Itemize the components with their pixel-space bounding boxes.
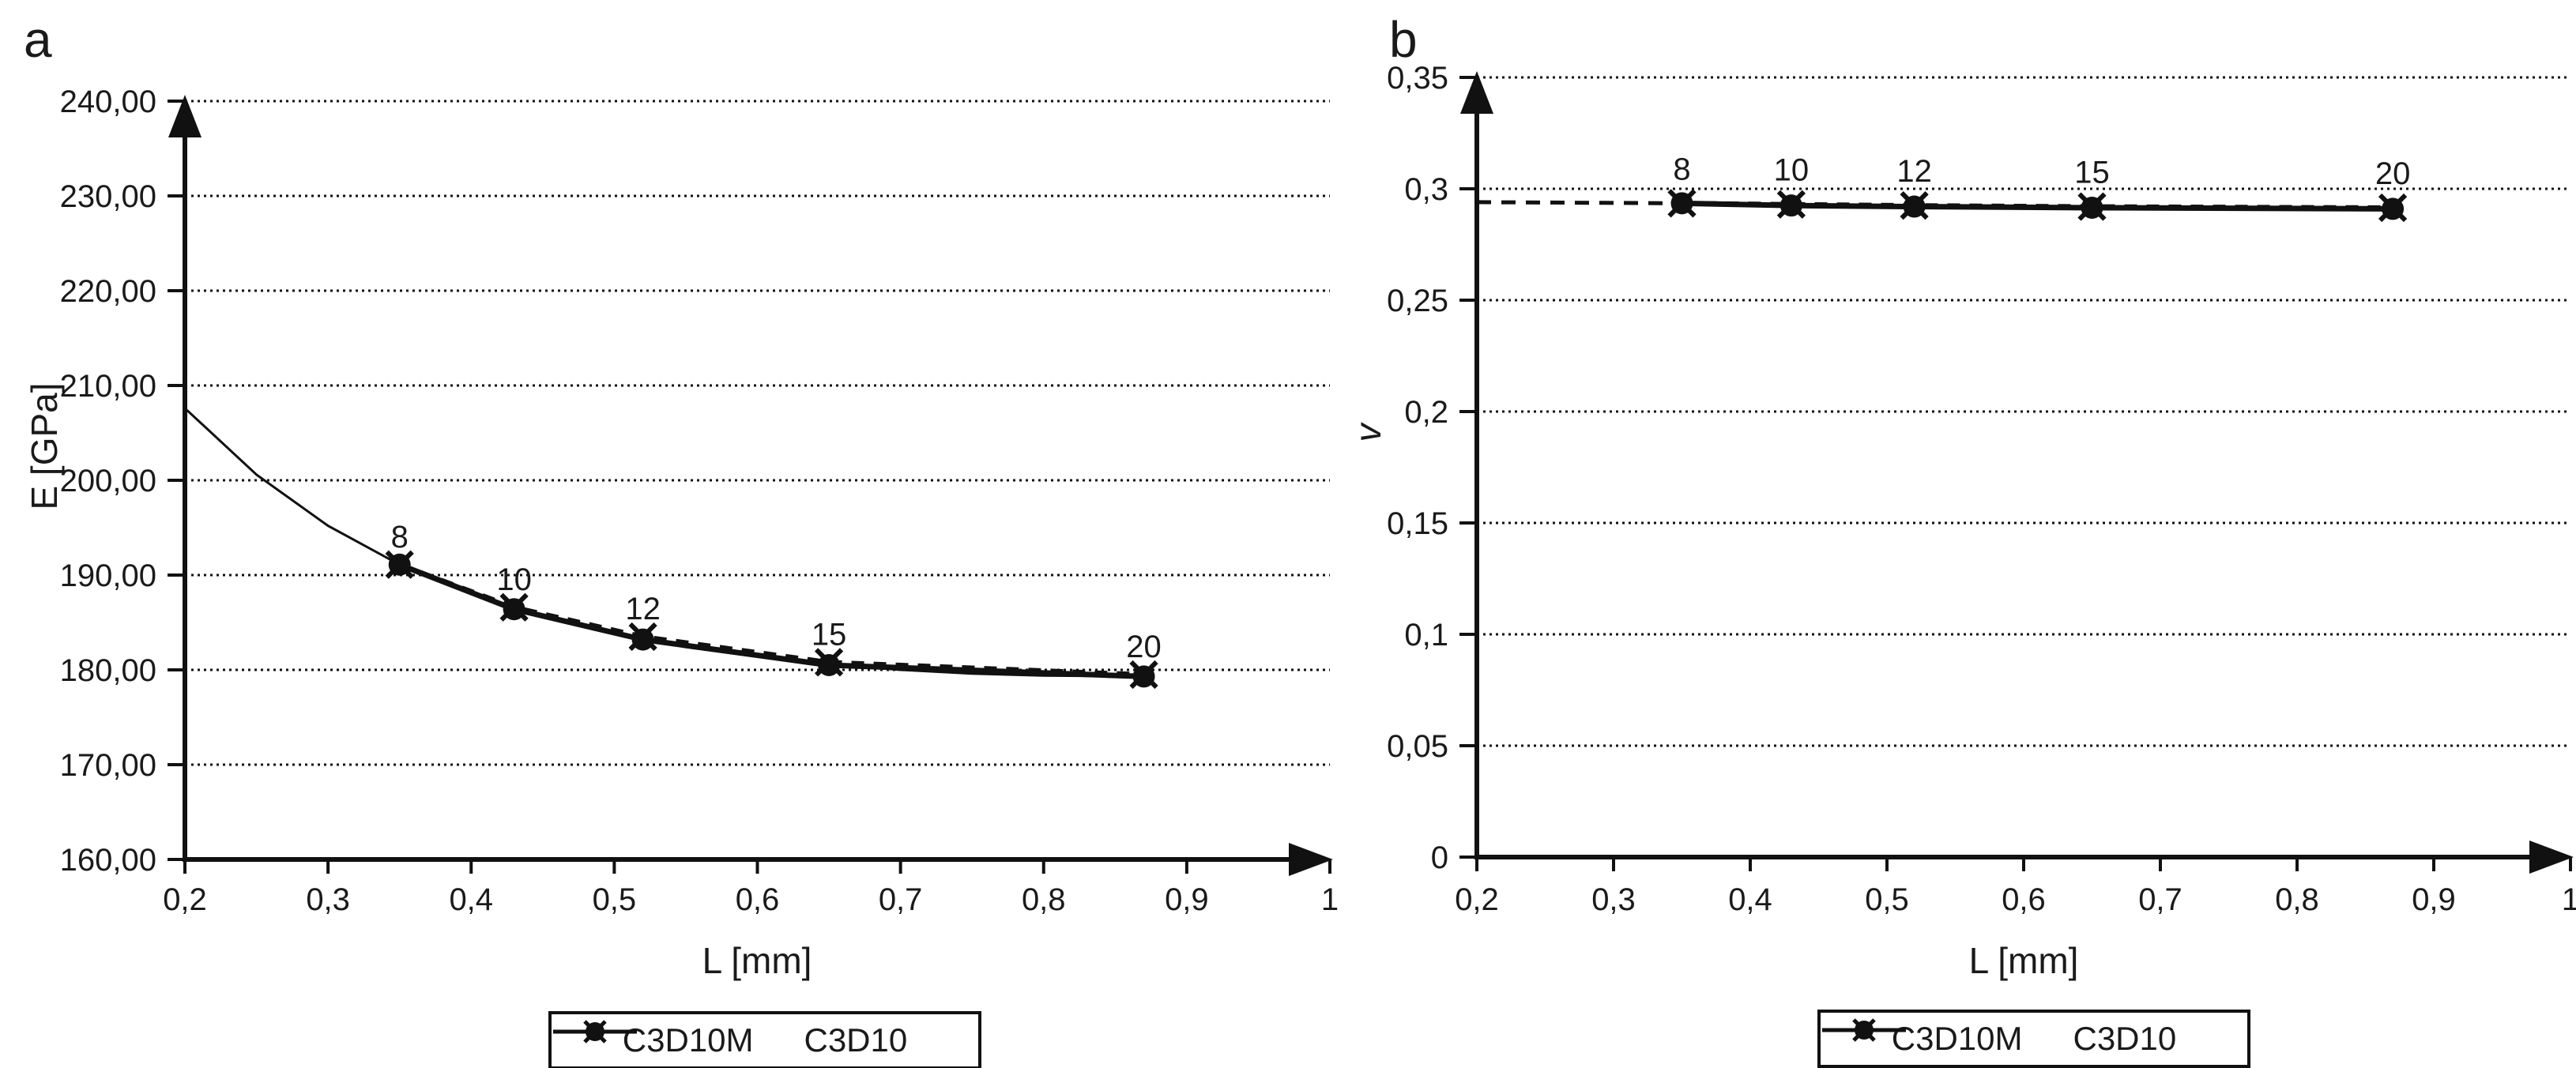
y-tick-label: 200,00 <box>60 464 156 498</box>
y-tick-label: 240,00 <box>60 85 156 119</box>
fit-curve <box>1476 200 1682 205</box>
x-tick-label: 0,3 <box>306 882 350 917</box>
x-tick-label: 0,8 <box>1022 882 1066 917</box>
x-tick-label: 0,9 <box>1165 882 1209 917</box>
legend-label: C3D10 <box>2073 1020 2177 1057</box>
data-point-label: 8 <box>391 520 409 555</box>
solid-dot-swatch-icon <box>553 1022 637 1041</box>
x-tick-label: 0,4 <box>1728 882 1772 917</box>
x-tick-label: 0,6 <box>736 882 780 917</box>
y-tick-label: 0,25 <box>1387 284 1448 318</box>
data-point-label: 15 <box>2074 156 2110 190</box>
legend-item-C3D10M: C3D10M <box>1822 1018 2023 1058</box>
y-tick-label: 220,00 <box>60 274 156 309</box>
legend-label: C3D10M <box>1891 1020 2023 1057</box>
x-tick-label: 1 <box>1321 882 1339 917</box>
y-tick-label: 160,00 <box>60 843 156 878</box>
y-tick-label: 0,35 <box>1387 61 1448 96</box>
panel-label: a <box>24 11 52 68</box>
y-tick-label: 170,00 <box>60 748 156 783</box>
y-axis-arrow <box>1460 71 1493 114</box>
x-axis-arrow <box>2529 840 2574 874</box>
y-tick-label: 0,3 <box>1404 172 1448 207</box>
x-tick-label: 0,7 <box>879 882 923 917</box>
marker-x <box>1900 191 1929 220</box>
x-tick-label: 1 <box>2562 882 2576 917</box>
x-tick-label: 0,6 <box>2002 882 2046 917</box>
x-tick-label: 0,2 <box>163 882 207 917</box>
y-tick-label: 190,00 <box>60 558 156 593</box>
data-point-label: 10 <box>1774 153 1810 188</box>
marker-x <box>814 648 844 677</box>
panel-label: b <box>1389 11 1418 68</box>
legend-panel-b: C3D10M C3D10 <box>1817 1010 2250 1068</box>
data-point-label: 15 <box>812 617 847 652</box>
marker-x <box>385 550 414 579</box>
y-tick-label: 210,00 <box>60 369 156 404</box>
legend-label: C3D10M <box>622 1021 754 1059</box>
marker-x <box>1667 189 1697 218</box>
x-axis-arrow <box>1289 843 1333 876</box>
data-point-label: 12 <box>1896 154 1932 189</box>
y-tick-label: 0,05 <box>1387 729 1448 764</box>
x-axis-title: L [mm] <box>1969 940 2079 981</box>
solid-dot-swatch-icon <box>1822 1021 1906 1040</box>
legend-item-C3D10M: C3D10M <box>553 1020 754 1059</box>
y-tick-label: 230,00 <box>60 179 156 214</box>
data-point-label: 20 <box>1126 630 1162 664</box>
x-tick-label: 0,2 <box>1455 882 1499 917</box>
data-point-label: 8 <box>1673 152 1690 186</box>
marker-x <box>1129 660 1158 690</box>
y-axis-arrow <box>168 95 201 137</box>
legend-panel-a: C3D10M C3D10 <box>548 1011 981 1068</box>
x-axis-title: L [mm] <box>702 940 812 981</box>
y-tick-label: 180,00 <box>60 653 156 688</box>
x-tick-label: 0,8 <box>2275 882 2319 917</box>
marker-x <box>1776 190 1806 219</box>
data-point-label: 10 <box>496 562 532 597</box>
marker-x <box>499 592 529 622</box>
marker-x <box>628 622 657 652</box>
x-tick-label: 0,5 <box>1865 882 1909 917</box>
y-tick-label: 0 <box>1431 840 1448 875</box>
y-tick-label: 0,15 <box>1387 506 1448 541</box>
x-tick-label: 0,3 <box>1591 882 1636 917</box>
legend-item-C3D10: C3D10 <box>553 1021 908 1059</box>
y-tick-label: 0,2 <box>1404 395 1448 430</box>
legend-label: C3D10 <box>804 1021 908 1059</box>
panel-b: 0,2 0,3 0,4 0,5 0,6 0,7 0,8 0,9 10,350,30,250,20… <box>1347 11 2576 981</box>
x-tick-label: 0,4 <box>449 882 493 917</box>
y-axis-title: v <box>1347 422 1388 442</box>
panel-a: 0,2 0,3 0,4 0,5 0,6 0,7 0,8 0,9 1 240,00 230,00 220… <box>24 11 1339 981</box>
x-tick-label: 0,5 <box>593 882 637 917</box>
x-tick-label: 0,9 <box>2412 882 2456 917</box>
y-axis-title: E [GPa] <box>24 382 65 510</box>
data-point-label: 20 <box>2375 156 2411 191</box>
marker-x <box>2077 192 2107 221</box>
marker-x <box>2378 193 2408 223</box>
x-tick-label: 0,7 <box>2138 882 2182 917</box>
data-point-label: 12 <box>625 592 661 626</box>
legend-item-C3D10: C3D10 <box>1822 1020 2177 1058</box>
y-tick-label: 0,1 <box>1404 618 1448 652</box>
fit-curve <box>183 407 1144 678</box>
